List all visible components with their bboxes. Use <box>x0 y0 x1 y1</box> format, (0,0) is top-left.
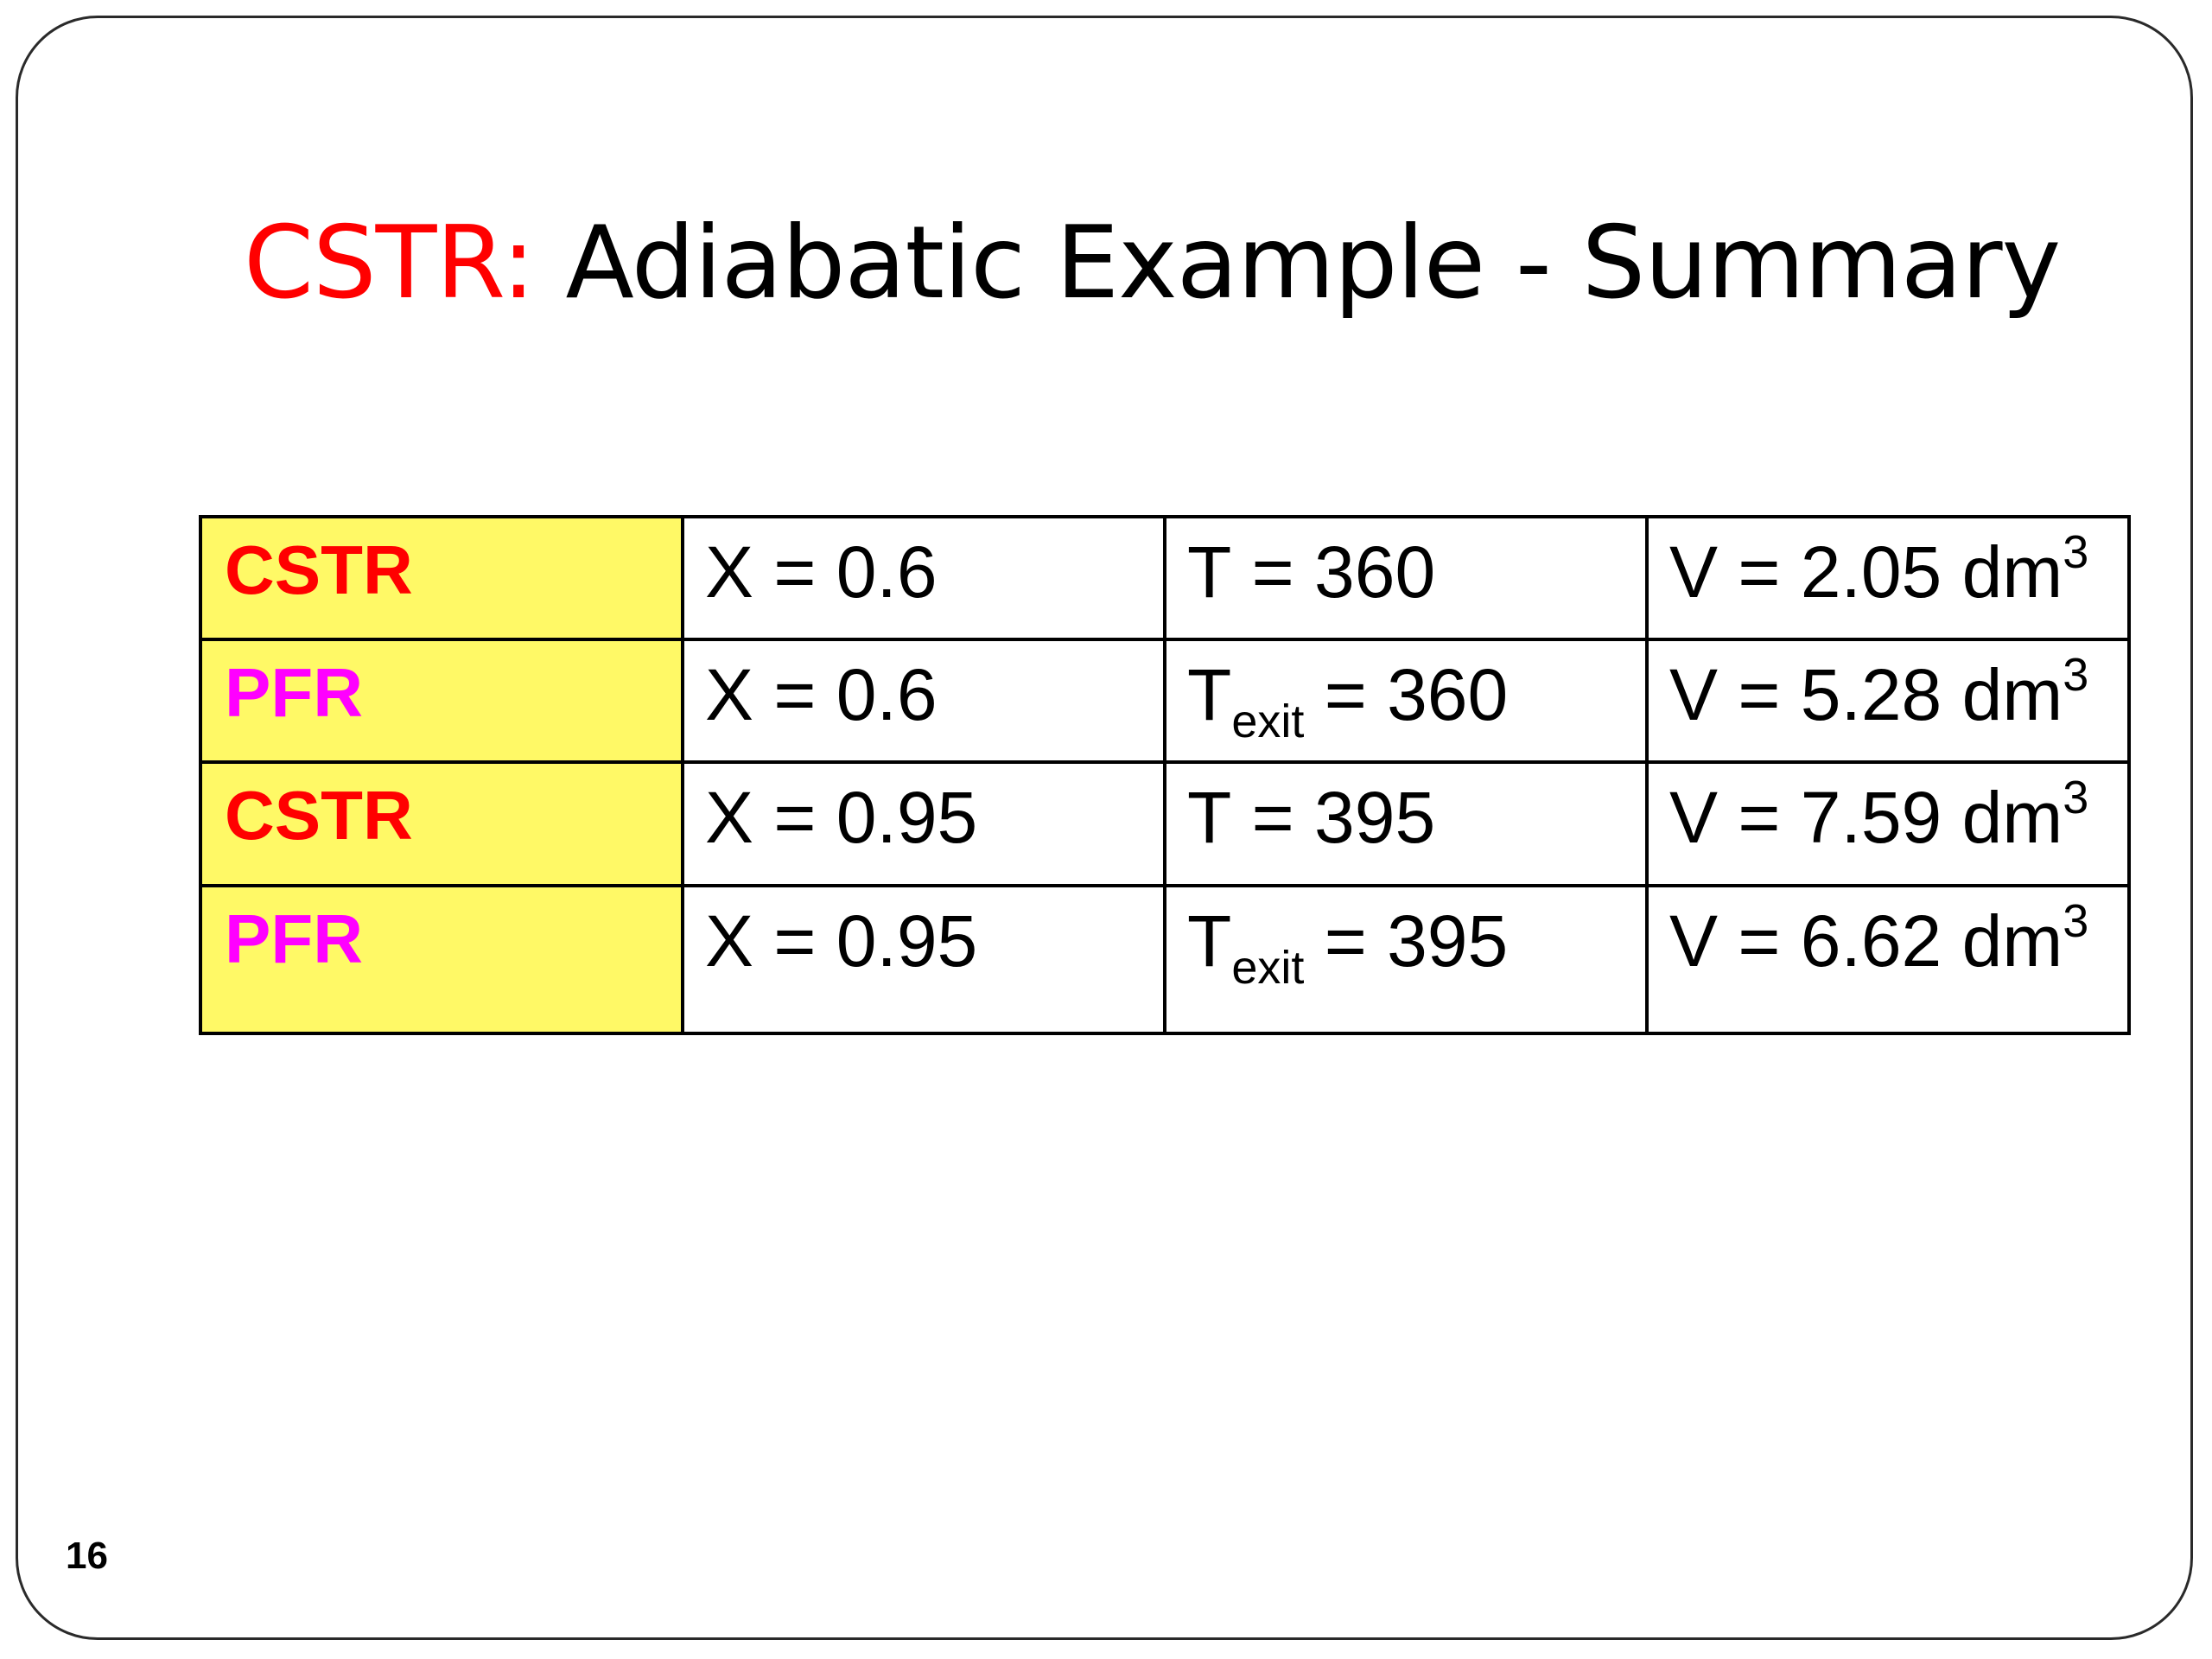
temperature-value: = 395 <box>1231 777 1436 858</box>
temperature-subscript: exit <box>1231 696 1305 747</box>
temperature-symbol: T <box>1187 900 1232 982</box>
volume-exponent: 3 <box>2063 772 2089 823</box>
temperature-symbol: T <box>1187 531 1232 613</box>
temperature-symbol: T <box>1187 777 1232 858</box>
table-row: CSTR X = 0.95 T = 395 V = 7.59 dm3 <box>199 760 2131 887</box>
reactor-label-cell: CSTR <box>199 760 684 887</box>
volume-exponent: 3 <box>2063 526 2089 578</box>
table-row: PFR X = 0.95 Texit = 395 V = 6.62 dm3 <box>199 884 2131 1035</box>
volume-value: V = 6.62 dm <box>1669 900 2063 982</box>
volume-value: V = 7.59 dm <box>1669 777 2063 858</box>
temperature-cell: T = 395 <box>1163 760 1649 887</box>
conversion-cell: X = 0.95 <box>681 760 1166 887</box>
table-row: PFR X = 0.6 Texit = 360 V = 5.28 dm3 <box>199 638 2131 764</box>
slide-title-accent: CSTR: <box>244 205 536 321</box>
slide-title: CSTR: Adiabatic Example - Summary <box>244 194 2061 333</box>
volume-exponent: 3 <box>2063 895 2089 947</box>
slide-number: 16 <box>66 1535 108 1577</box>
reactor-label-cell: PFR <box>199 884 684 1035</box>
temperature-symbol: T <box>1187 654 1232 735</box>
volume-value: V = 2.05 dm <box>1669 531 2063 613</box>
volume-cell: V = 5.28 dm3 <box>1645 638 2131 764</box>
temperature-value: = 360 <box>1304 654 1509 735</box>
temperature-cell: Texit = 395 <box>1163 884 1649 1035</box>
temperature-cell: Texit = 360 <box>1163 638 1649 764</box>
volume-value: V = 5.28 dm <box>1669 654 2063 735</box>
volume-cell: V = 7.59 dm3 <box>1645 760 2131 887</box>
temperature-value: = 360 <box>1231 531 1436 613</box>
volume-cell: V = 2.05 dm3 <box>1645 515 2131 641</box>
slide-title-main: Adiabatic Example - Summary <box>534 205 2061 321</box>
temperature-subscript: exit <box>1231 942 1305 994</box>
temperature-cell: T = 360 <box>1163 515 1649 641</box>
volume-cell: V = 6.62 dm3 <box>1645 884 2131 1035</box>
table-row: CSTR X = 0.6 T = 360 V = 2.05 dm3 <box>199 515 2131 641</box>
conversion-cell: X = 0.95 <box>681 884 1166 1035</box>
volume-exponent: 3 <box>2063 649 2089 701</box>
conversion-cell: X = 0.6 <box>681 638 1166 764</box>
summary-table: CSTR X = 0.6 T = 360 V = 2.05 dm3 PFR X … <box>199 515 2131 1035</box>
reactor-label-cell: PFR <box>199 638 684 764</box>
temperature-value: = 395 <box>1304 900 1509 982</box>
reactor-label-cell: CSTR <box>199 515 684 641</box>
conversion-cell: X = 0.6 <box>681 515 1166 641</box>
